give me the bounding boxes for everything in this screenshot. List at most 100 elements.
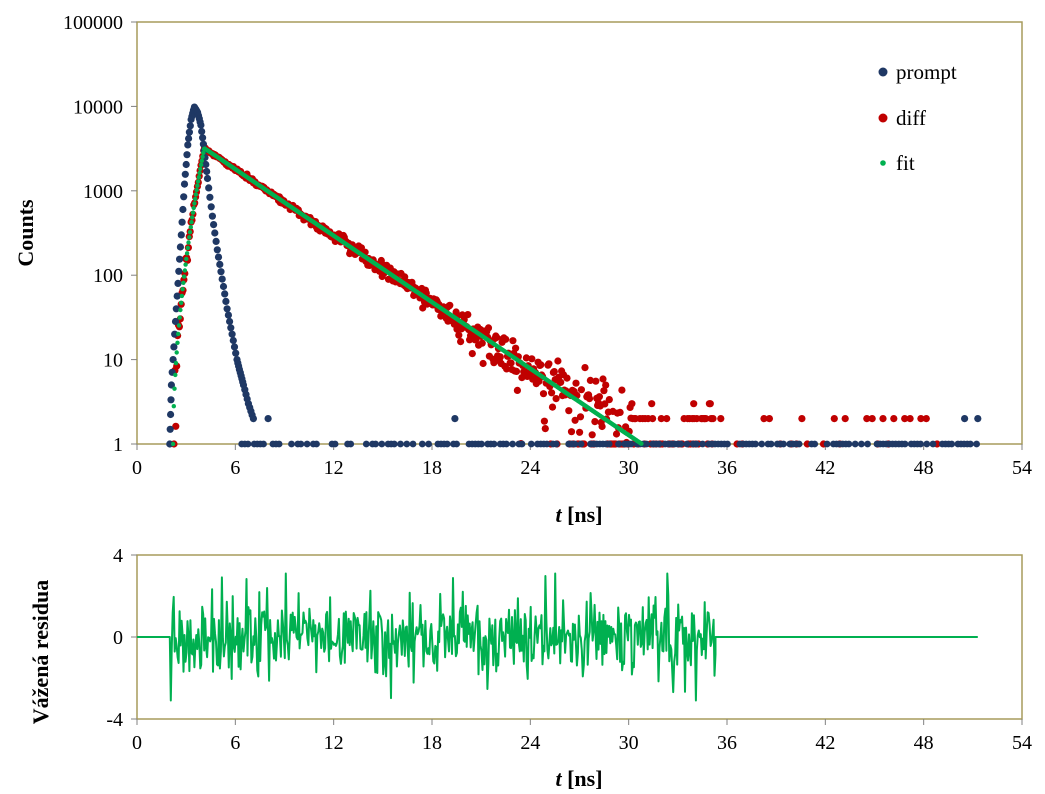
prompt-point (275, 440, 283, 448)
prompt-point (605, 440, 613, 448)
residuals-x-tick-label: 18 (422, 732, 442, 754)
diff-point (576, 428, 584, 436)
decay-x-axis-title: t [ns] (555, 502, 602, 527)
prompt-point (174, 279, 182, 287)
prompt-point (509, 440, 516, 448)
prompt-point (170, 343, 178, 351)
prompt-point (552, 440, 560, 448)
diff-point (496, 353, 504, 361)
prompt-point (206, 193, 214, 201)
prompt-point (313, 440, 320, 448)
prompt-point (197, 121, 205, 129)
residuals-series (137, 572, 978, 702)
prompt-point (228, 330, 236, 338)
prompt-point (198, 127, 206, 136)
prompt-point (171, 317, 180, 326)
diff-point (511, 344, 520, 352)
prompt-point (683, 440, 691, 448)
diff-point (690, 400, 698, 408)
fit-point (198, 166, 203, 172)
prompt-point (264, 415, 272, 423)
prompt-point (409, 440, 417, 448)
prompt-point (212, 237, 220, 245)
residuals-x-tick-label: 54 (1012, 732, 1032, 754)
prompt-point (901, 440, 909, 448)
diff-point (552, 395, 560, 403)
diff-point (522, 354, 531, 362)
decay-x-tick-label: 48 (914, 457, 934, 479)
decay-chart: 0 6 12 18 24 30 36 42 48 54110100100010000100000 … (13, 12, 1032, 527)
prompt-point (185, 128, 193, 136)
fit-point (190, 210, 196, 215)
diff-point (598, 422, 606, 431)
prompt-point (453, 440, 460, 448)
fit-point (184, 256, 189, 262)
prompt-point (490, 440, 498, 448)
prompt-point (167, 381, 175, 389)
residuals-y-tick-label: 4 (113, 545, 123, 567)
prompt-point (211, 229, 219, 237)
fit-point (173, 360, 179, 366)
fit-point (201, 150, 206, 156)
prompt-point (223, 305, 231, 313)
prompt-point (226, 317, 234, 326)
prompt-point (175, 267, 183, 275)
prompt-point (858, 440, 865, 448)
prompt-point (677, 440, 685, 448)
prompt-point (166, 425, 174, 433)
fit-point (178, 307, 183, 313)
prompt-point (178, 218, 186, 226)
prompt-point (780, 440, 787, 448)
prompt-point (443, 440, 451, 448)
fit-point (196, 175, 202, 180)
prompt-point (303, 440, 311, 448)
prompt-point (260, 440, 267, 448)
diff-point (649, 415, 657, 423)
decay-y-tick-label: 1 (113, 434, 123, 456)
decay-y-tick-label: 10 (103, 350, 123, 372)
fit-point (185, 245, 190, 251)
diff-point (588, 431, 596, 439)
diff-point (557, 378, 565, 386)
diff-point (539, 390, 548, 398)
diff-point (548, 403, 557, 411)
prompt-point (232, 349, 240, 357)
fit-point (188, 225, 193, 230)
diff-point (528, 355, 536, 363)
prompt-point (961, 415, 969, 423)
prompt-point (180, 193, 188, 201)
prompt-point (179, 205, 187, 214)
fit-point (177, 315, 182, 320)
prompt-point (362, 440, 370, 448)
legend-label-fit: fit (896, 151, 915, 175)
decay-x-tick-label: 18 (422, 457, 442, 479)
prompt-point (230, 343, 239, 351)
prompt-point (403, 440, 411, 448)
residuals-x-tick-label: 6 (230, 732, 240, 754)
decay-x-tick-label: 12 (324, 457, 344, 479)
fit-point (195, 179, 201, 184)
diff-point (513, 386, 522, 394)
diff-point (641, 415, 649, 423)
diff-point (830, 415, 838, 423)
prompt-point (244, 440, 252, 448)
prompt-point (845, 440, 853, 448)
prompt-point (543, 440, 551, 448)
prompt-point (184, 141, 192, 149)
fit-point (200, 154, 205, 159)
diff-point (446, 301, 454, 309)
diff-point (657, 415, 665, 423)
diff-point (503, 365, 511, 373)
prompt-point (172, 305, 180, 313)
diff-point (550, 368, 558, 376)
residuals-y-tick-label: -4 (106, 709, 123, 731)
diff-point (648, 400, 656, 408)
diff-point (581, 364, 589, 372)
fit-point (189, 220, 194, 225)
fit-point (195, 183, 200, 188)
residuals-line (137, 572, 978, 702)
prompt-point (917, 440, 924, 448)
diff-point (172, 422, 180, 430)
diff-point (571, 416, 579, 424)
